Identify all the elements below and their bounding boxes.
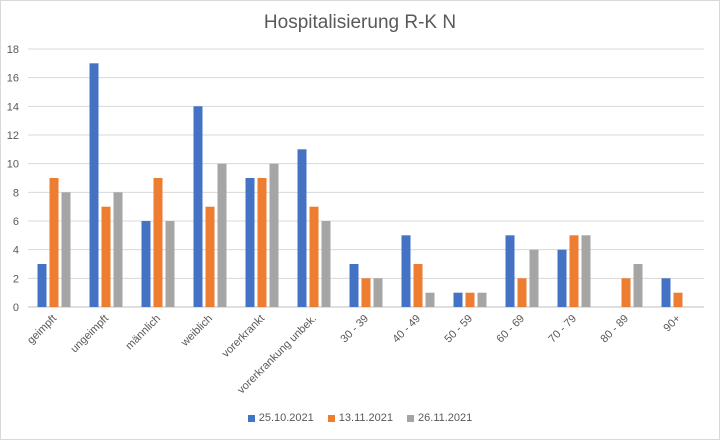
y-tick-label: 4 <box>13 245 19 257</box>
bar <box>581 235 591 307</box>
y-tick-label: 2 <box>13 273 19 285</box>
bar <box>673 292 683 307</box>
bar <box>569 235 579 307</box>
bar <box>505 235 515 307</box>
y-tick-label: 12 <box>7 130 19 142</box>
x-tick-label: 90+ <box>661 313 683 335</box>
x-tick-label: weiblich <box>178 313 215 350</box>
chart-title: Hospitalisierung R-K N <box>263 12 457 33</box>
y-tick-label: 0 <box>13 302 19 314</box>
bar <box>321 221 331 307</box>
bar <box>217 163 227 307</box>
bar <box>61 192 71 307</box>
bar <box>425 292 435 307</box>
legend-swatch <box>407 414 415 422</box>
bar <box>257 178 267 307</box>
x-tick-label: 40 - 49 <box>390 313 423 346</box>
bar <box>309 206 319 307</box>
legend-swatch <box>327 414 335 422</box>
chart-legend: 25.10.2021 13.11.2021 26.11.2021 <box>0 412 720 424</box>
y-tick-label: 10 <box>7 159 19 171</box>
bar <box>269 163 279 307</box>
y-tick-label: 18 <box>7 44 19 56</box>
bar <box>557 249 567 307</box>
bar <box>113 192 123 307</box>
bar <box>373 278 383 307</box>
legend-item: 26.11.2021 <box>407 412 472 424</box>
bar <box>193 106 203 307</box>
bar <box>361 278 371 307</box>
bar <box>621 278 631 307</box>
bar <box>101 206 111 307</box>
bar <box>517 278 527 307</box>
x-tick-label: ungeimpft <box>68 313 111 356</box>
bar <box>477 292 487 307</box>
bar <box>413 264 423 307</box>
legend-label: 13.11.2021 <box>338 412 394 424</box>
bar <box>205 206 215 307</box>
x-tick-label: männlich <box>124 313 164 353</box>
x-tick-label: 60 - 69 <box>494 313 527 346</box>
bar <box>401 235 411 307</box>
bar <box>633 264 643 307</box>
bar <box>49 178 59 307</box>
x-tick-label: 70 - 79 <box>546 313 579 346</box>
bar <box>453 292 463 307</box>
y-tick-label: 8 <box>13 187 19 199</box>
x-tick-label: geimpft <box>25 313 59 347</box>
y-tick-label: 16 <box>7 73 19 85</box>
bar <box>349 264 359 307</box>
bar <box>529 249 539 307</box>
bar <box>165 221 175 307</box>
bar <box>37 264 47 307</box>
bar <box>89 63 99 307</box>
x-tick-label: vorerkrankt <box>220 313 267 360</box>
bar <box>245 178 255 307</box>
legend-label: 26.11.2021 <box>418 412 473 424</box>
bar <box>297 149 307 307</box>
x-tick-label: 50 - 59 <box>442 313 475 346</box>
bar <box>153 178 163 307</box>
legend-label: 25.10.2021 <box>258 412 314 424</box>
legend-swatch <box>247 414 255 422</box>
y-tick-label: 6 <box>13 216 19 228</box>
bar <box>661 278 671 307</box>
x-tick-label: 30 - 39 <box>338 313 371 346</box>
legend-item: 13.11.2021 <box>327 412 394 424</box>
bar <box>141 221 151 307</box>
legend-item: 25.10.2021 <box>247 412 314 424</box>
x-tick-label: 80 - 89 <box>598 313 631 346</box>
y-tick-label: 14 <box>7 101 19 113</box>
bar <box>465 292 475 307</box>
